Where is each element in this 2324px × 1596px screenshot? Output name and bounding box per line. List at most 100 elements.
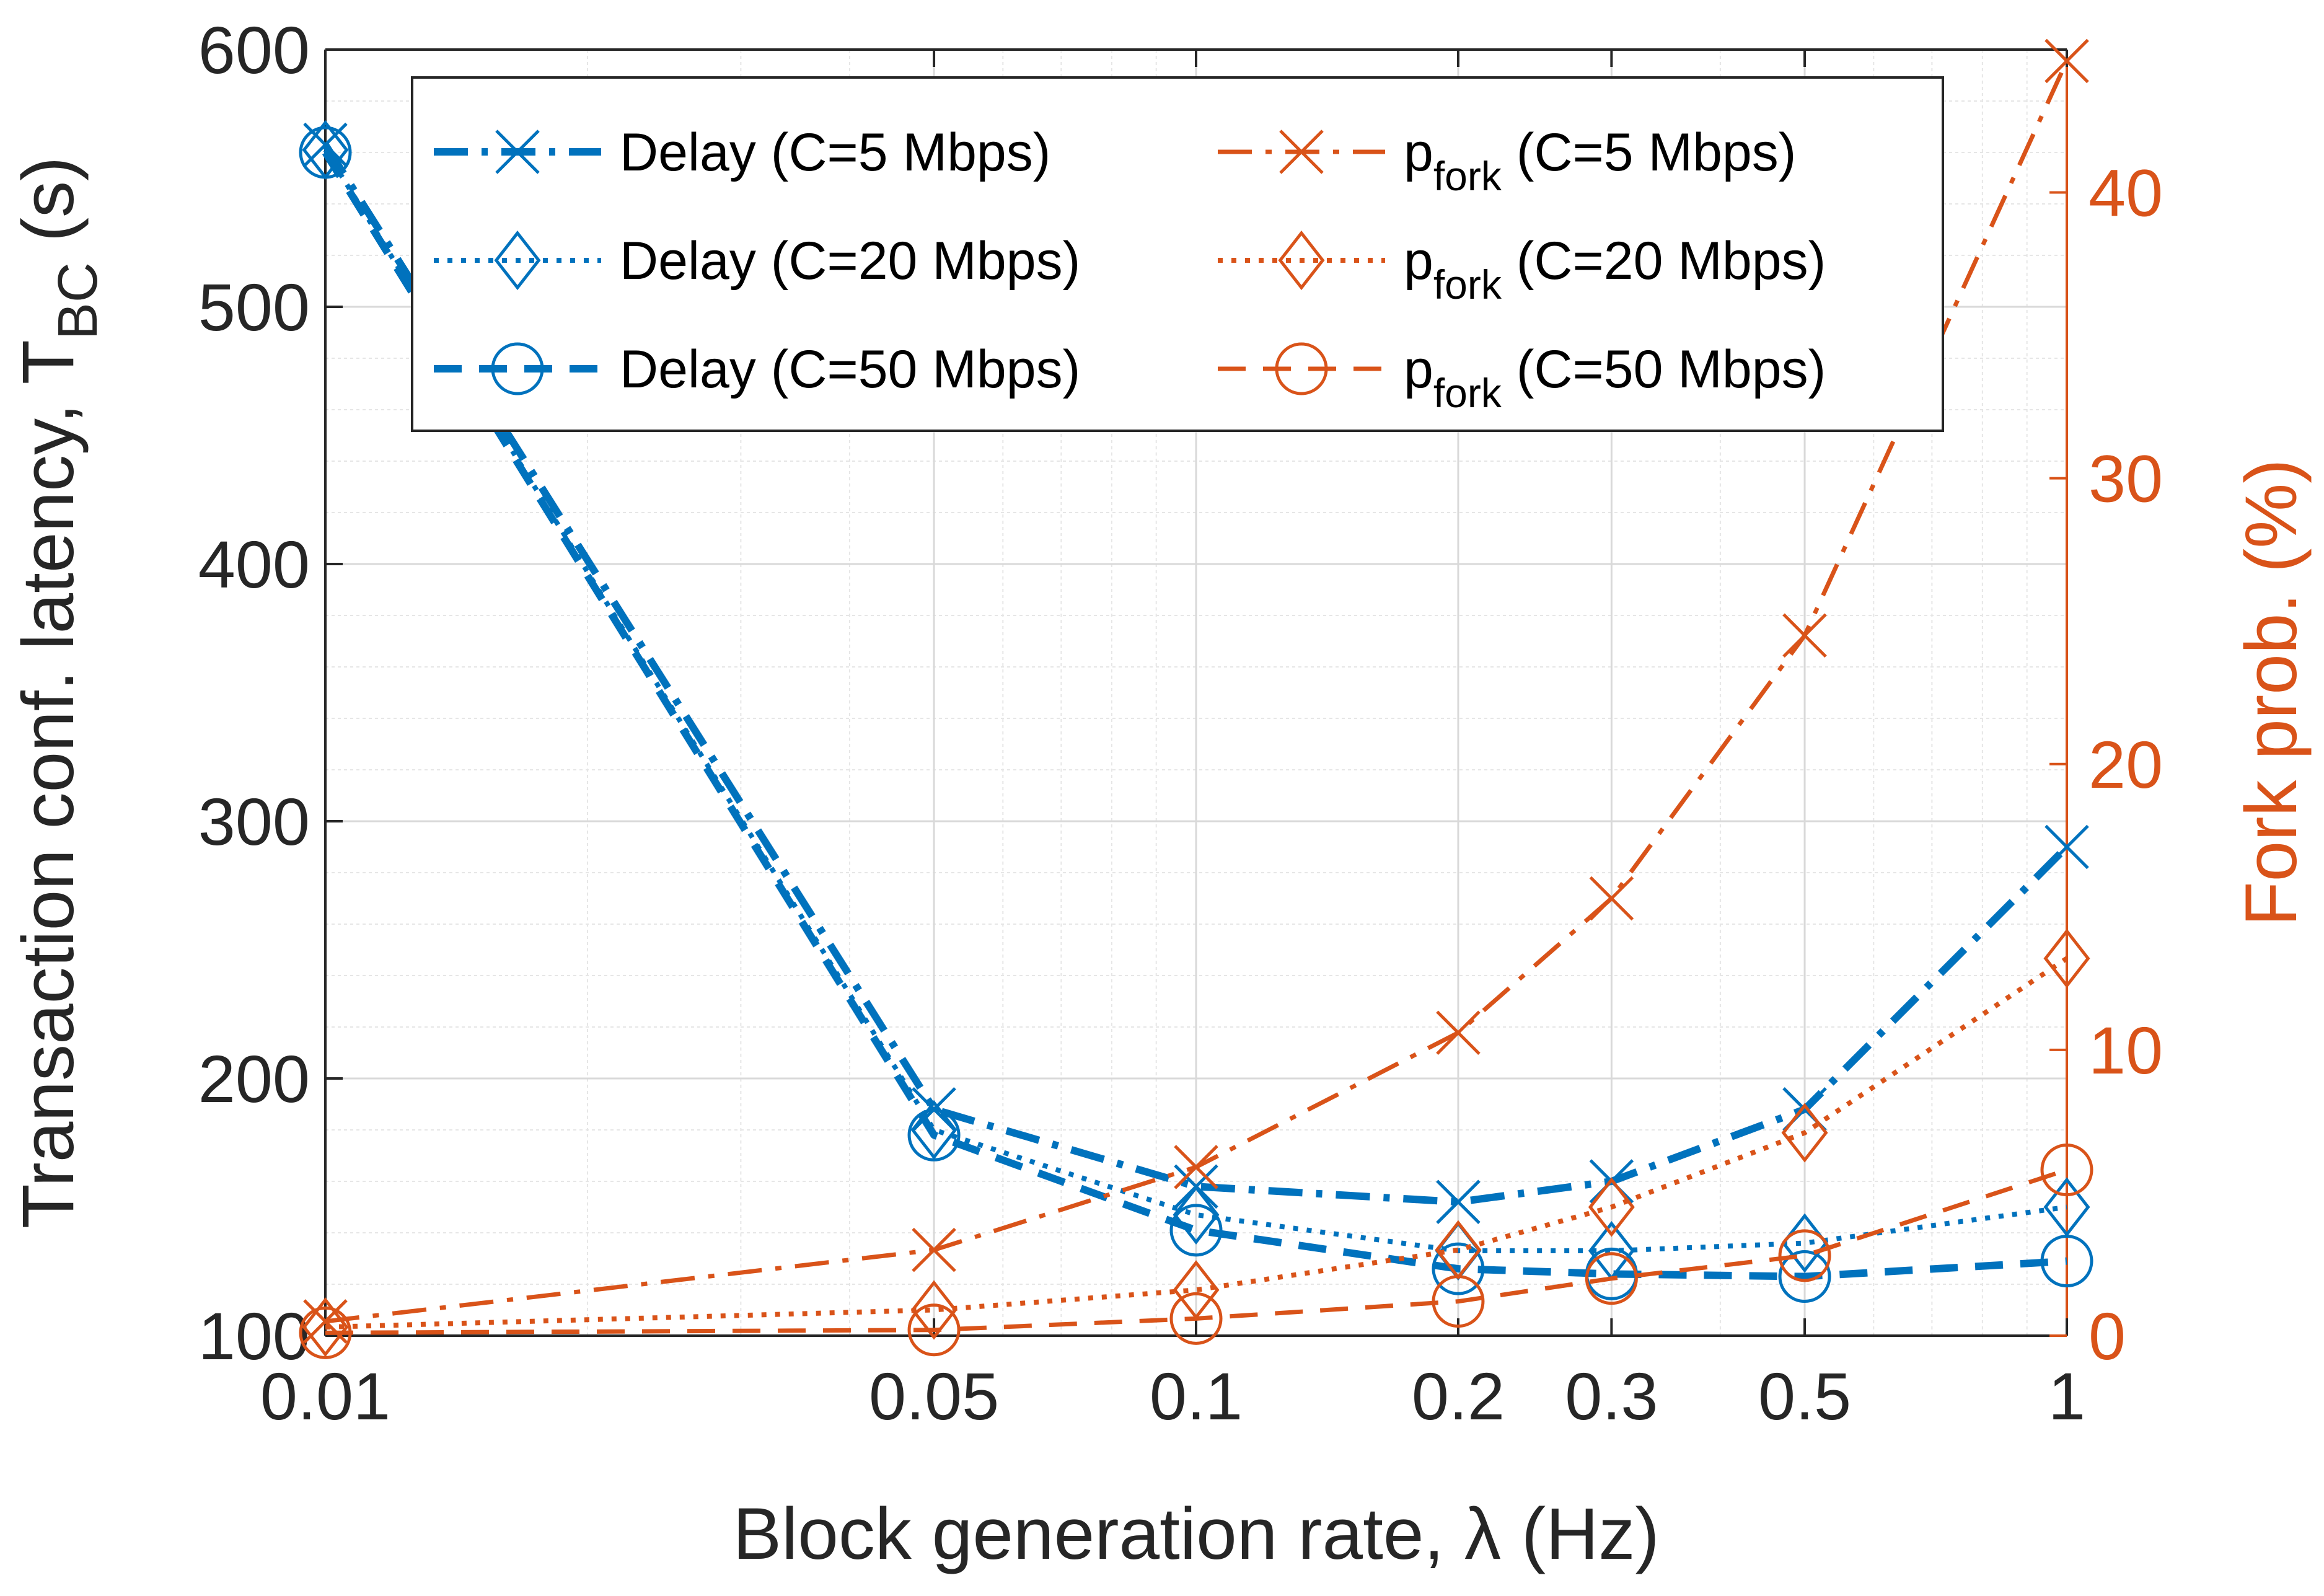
y-left-tick-label: 300	[198, 784, 310, 859]
legend-label: pfork (C=5 Mbps)	[1404, 123, 1796, 199]
y-left-tick-label: 500	[198, 270, 310, 345]
legend-marker	[494, 230, 541, 291]
legend-box	[411, 76, 1944, 432]
data-point	[1432, 1242, 1485, 1295]
legend-marker	[491, 342, 544, 395]
data-point	[910, 1100, 957, 1160]
data-point	[907, 1303, 961, 1357]
x-tick-label: 0.5	[1758, 1359, 1851, 1434]
legend-label-suffix: (C=50 Mbps)	[1502, 340, 1826, 399]
data-point	[2040, 1144, 2093, 1197]
data-point	[1169, 1204, 1223, 1257]
legend-label-main: p	[1404, 231, 1433, 291]
data-point	[1436, 1179, 1481, 1224]
data-point-stroke	[1436, 1010, 1481, 1055]
data-point	[2043, 1177, 2090, 1237]
x-tick-label: 0.3	[1565, 1359, 1658, 1434]
data-point-stroke	[1174, 1145, 1218, 1189]
data-point	[1588, 1177, 1635, 1237]
y-left-axis-title: Transaction conf. latency, TBC (s)	[7, 157, 109, 1229]
legend-label-main: p	[1404, 340, 1433, 399]
legend-marker	[1278, 230, 1325, 291]
data-point	[299, 126, 352, 179]
legend-label: Delay (C=5 Mbps)	[620, 123, 1050, 182]
legend-marker	[495, 130, 540, 174]
data-point	[1173, 1184, 1220, 1245]
data-point	[302, 1297, 349, 1357]
x-tick-label: 0.1	[1150, 1359, 1243, 1434]
legend-marker-stroke	[1279, 130, 1324, 174]
legend-label-suffix: (C=20 Mbps)	[1502, 231, 1826, 291]
legend-marker	[1279, 130, 1324, 174]
legend-label: Delay (C=50 Mbps)	[620, 340, 1080, 399]
y-right-tick-label: 0	[2089, 1298, 2126, 1373]
data-point	[912, 1227, 956, 1272]
y-left-title-sub: BC	[47, 262, 109, 340]
data-point	[910, 1280, 957, 1340]
data-point-stroke	[1782, 613, 1827, 658]
data-point	[1778, 1229, 1831, 1282]
y-right-axis-title: Fork prob. (%)	[2230, 459, 2312, 926]
y-left-tick-label: 200	[198, 1041, 310, 1116]
data-point	[1782, 613, 1827, 658]
legend-label-sub: fork	[1433, 262, 1502, 307]
y-left-title-suffix: (s)	[7, 157, 89, 262]
series-line	[325, 1168, 2068, 1335]
y-left-title-main: Transaction conf. latency, T	[7, 340, 89, 1228]
legend-label-sub: fork	[1433, 370, 1502, 416]
series-line	[323, 148, 2067, 1254]
data-point-stroke	[912, 1227, 956, 1272]
legend-marker	[1275, 342, 1328, 395]
data-point	[2045, 38, 2089, 84]
data-point	[1169, 1292, 1223, 1345]
legend-label: pfork (C=50 Mbps)	[1404, 340, 1826, 416]
legend-marker-stroke	[495, 130, 540, 174]
x-tick-label: 1	[2048, 1359, 2085, 1434]
data-point	[907, 1108, 961, 1162]
data-point	[1585, 1252, 1638, 1305]
x-axis-title: Block generation rate, λ (Hz)	[733, 1493, 1659, 1575]
data-point	[2040, 1235, 2093, 1288]
data-point-stroke	[2045, 824, 2089, 870]
legend-item: pfork (C=20 Mbps)	[1218, 230, 1826, 307]
series-layer	[299, 38, 2093, 1359]
series-3	[303, 38, 2089, 1344]
data-point	[299, 1306, 352, 1359]
data-point	[2043, 928, 2090, 989]
legend-label-suffix: (C=5 Mbps)	[1502, 123, 1797, 182]
legend-label: pfork (C=20 Mbps)	[1404, 231, 1826, 307]
y-right-tick-label: 10	[2089, 1013, 2163, 1088]
x-tick-label: 0.05	[869, 1359, 999, 1434]
legend-item: Delay (C=50 Mbps)	[434, 340, 1080, 399]
series-line	[322, 150, 2067, 1281]
series-5	[299, 1144, 2093, 1359]
data-point-stroke	[2045, 38, 2089, 84]
series-line	[325, 956, 2069, 1330]
legend-label: Delay (C=20 Mbps)	[620, 231, 1080, 291]
data-point	[1174, 1145, 1218, 1189]
axes: 0.01 0.05 0.1 0.2 0.3 0.5 1 100 200 300 400 500 600 0…	[7, 12, 2312, 1575]
legend-label-sub: fork	[1433, 153, 1502, 199]
y-right-tick-label: 20	[2089, 727, 2163, 802]
y-left-tick-label: 100	[198, 1298, 310, 1373]
data-point	[1781, 1103, 1828, 1163]
data-point	[1589, 876, 1634, 921]
data-point-stroke	[1589, 876, 1634, 921]
data-point	[1436, 1010, 1481, 1055]
legend-item: Delay (C=5 Mbps)	[434, 123, 1050, 182]
data-point	[1778, 1250, 1831, 1303]
x-tick-label: 0.01	[260, 1359, 390, 1434]
x-tick-label: 0.2	[1412, 1359, 1505, 1434]
legend-item: Delay (C=20 Mbps)	[434, 230, 1080, 291]
data-point	[1432, 1275, 1485, 1328]
y-right-tick-label: 30	[2089, 441, 2163, 516]
data-point	[2045, 824, 2089, 870]
legend-item: pfork (C=50 Mbps)	[1218, 340, 1826, 416]
legend-item: pfork (C=5 Mbps)	[1218, 123, 1796, 199]
y-left-tick-label: 600	[198, 12, 310, 87]
data-point-stroke	[1436, 1179, 1481, 1224]
y-right-tick-label: 40	[2089, 156, 2163, 231]
legend-label-main: p	[1404, 123, 1433, 182]
legend: Delay (C=5 Mbps) Delay (C=20 Mbps) Delay (…	[411, 76, 1944, 432]
